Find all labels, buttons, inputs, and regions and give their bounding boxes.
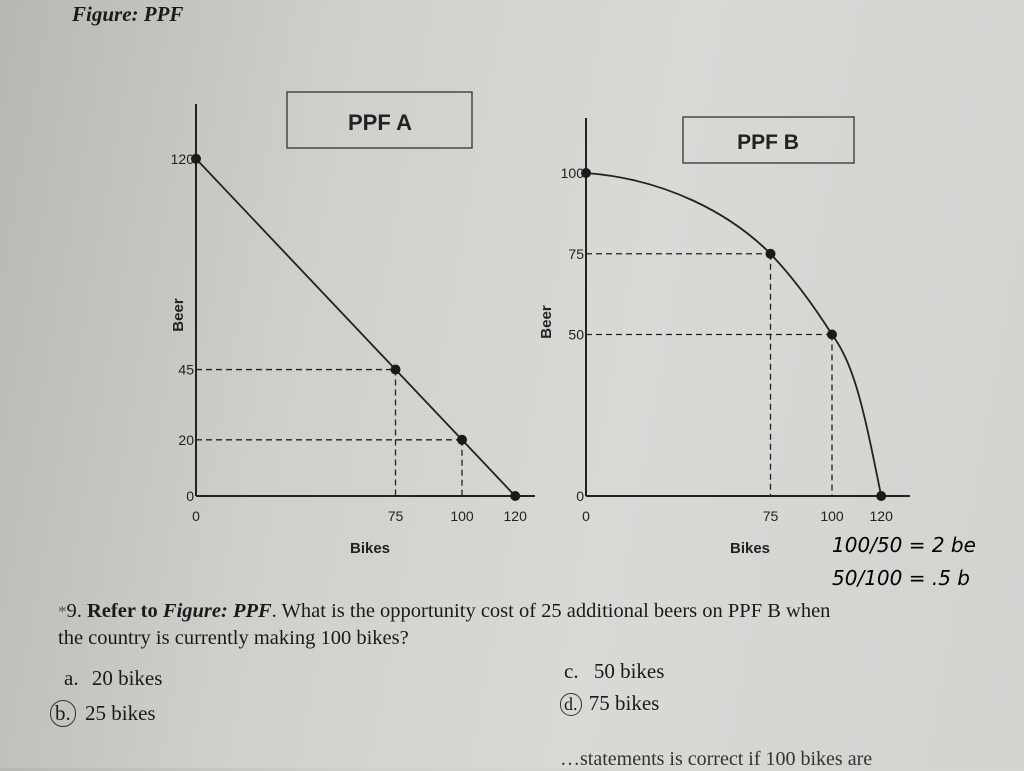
ppf-a-chart: PPF A 0 20 45 120 0 75 100 120 Beer Bikes [170, 91, 535, 557]
option-a[interactable]: a. 20 bikes [64, 666, 162, 691]
option-a-text: 20 bikes [91, 666, 163, 690]
y-tick-label: 20 [178, 432, 194, 448]
x-tick-label: 75 [388, 508, 404, 524]
question-lead: Refer to [87, 600, 158, 622]
next-question-fragment: …statements is correct if 100 bikes are [560, 748, 873, 770]
data-point [765, 248, 776, 259]
data-point [390, 364, 401, 375]
figure-title: Figure: PPF [72, 2, 184, 26]
question-text-a: . What is the opportunity cost of 25 add… [271, 600, 831, 622]
ppf-curve [585, 172, 883, 497]
question-number: 9. [66, 600, 82, 622]
x-tick-label: 75 [763, 508, 779, 524]
handwritten-note-2: 50/100 = .5 b [832, 566, 970, 590]
x-tick-label: 0 [582, 508, 590, 524]
data-point [876, 491, 887, 501]
ppf-b-x-label: Bikes [730, 540, 770, 557]
ppf-b-title: PPF B [737, 131, 799, 154]
ppf-b-y-label: Beer [538, 305, 555, 339]
x-tick-label: 0 [192, 508, 200, 524]
y-tick-label: 45 [178, 362, 194, 378]
ppf-a-x-label: Bikes [350, 540, 390, 557]
y-tick-label: 0 [576, 488, 584, 504]
x-tick-label: 100 [820, 508, 844, 524]
ppf-curve [195, 158, 516, 497]
ppf-a-title-box [286, 91, 473, 149]
option-a-letter: a. [64, 666, 79, 690]
y-tick-label: 50 [568, 327, 584, 343]
ppf-a-y-label: Beer [170, 298, 187, 332]
ppf-a-title: PPF A [348, 110, 412, 135]
option-d-text: 75 bikes [588, 691, 660, 715]
option-b-text: 25 bikes [85, 701, 156, 725]
option-b[interactable]: b. 25 bikes [50, 700, 156, 727]
ppf-b-chart: PPF B 0 50 75 100 0 75 100 120 Beer Bikes [538, 116, 910, 557]
option-b-letter: b. [50, 700, 76, 727]
y-tick-label: 0 [186, 488, 194, 504]
data-point [457, 434, 467, 445]
y-tick-label: 100 [561, 165, 585, 181]
x-tick-label: 120 [504, 508, 528, 524]
y-tick-label: 120 [171, 151, 195, 167]
question-figure-ref: Figure: PPF [162, 600, 272, 622]
x-tick-label: 100 [450, 508, 474, 524]
question-9: *9. Refer to Figure: PPF. What is the op… [58, 598, 998, 652]
question-text-b: the country is currently making 100 bike… [58, 627, 409, 649]
y-tick-label: 75 [568, 246, 584, 262]
option-d-letter: d. [560, 693, 582, 716]
option-c-letter: c. [564, 659, 579, 683]
question-star: * [58, 602, 67, 621]
option-c-text: 50 bikes [593, 659, 665, 683]
handwritten-note-1: 100/50 = 2 be [832, 533, 976, 557]
data-point [191, 153, 201, 164]
data-point [581, 168, 591, 178]
data-point [827, 329, 837, 340]
option-d[interactable]: d. 75 bikes [560, 691, 659, 716]
ppf-b-title-box [682, 116, 855, 164]
x-tick-label: 120 [870, 508, 894, 524]
option-c[interactable]: c. 50 bikes [564, 659, 664, 684]
data-point [510, 491, 521, 501]
